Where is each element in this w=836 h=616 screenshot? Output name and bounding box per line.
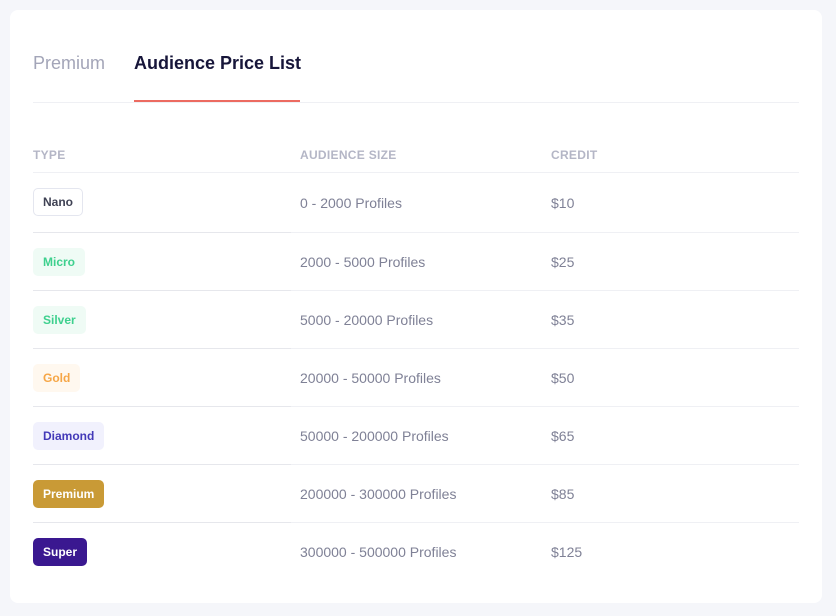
table-row: Nano 0 - 2000 Profiles $10 xyxy=(33,173,799,233)
credit-cell: $25 xyxy=(551,254,575,270)
table-row: Diamond 50000 - 200000 Profiles $65 xyxy=(33,407,799,465)
credit-cell: $50 xyxy=(551,370,575,386)
header-type: TYPE xyxy=(33,148,66,162)
type-badge-nano: Nano xyxy=(33,188,83,216)
type-badge-silver: Silver xyxy=(33,306,86,334)
audience-size-cell: 2000 - 5000 Profiles xyxy=(300,254,426,270)
tab-bar: Premium Audience Price List xyxy=(33,10,799,103)
type-badge-premium: Premium xyxy=(33,480,105,508)
type-column-divider xyxy=(33,232,291,233)
price-list-card: Premium Audience Price List TYPE AUDIENC… xyxy=(10,10,822,603)
table-row: Gold 20000 - 50000 Profiles $50 xyxy=(33,349,799,407)
table-body: Nano 0 - 2000 Profiles $10 Micro 2000 - 5000… xyxy=(33,173,799,581)
type-badge-gold: Gold xyxy=(33,364,81,392)
type-column-divider xyxy=(33,348,291,349)
table-row: Silver 5000 - 20000 Profiles $35 xyxy=(33,291,799,349)
row-divider xyxy=(33,348,799,349)
row-divider xyxy=(33,406,799,407)
type-column-divider xyxy=(33,406,291,407)
audience-size-cell: 300000 - 500000 Profiles xyxy=(300,544,457,560)
table-row: Micro 2000 - 5000 Profiles $25 xyxy=(33,233,799,291)
row-divider xyxy=(33,232,799,233)
credit-cell: $125 xyxy=(551,544,583,560)
row-divider xyxy=(33,464,799,465)
type-column-divider xyxy=(33,290,291,291)
table-row: Super 300000 - 500000 Profiles $125 xyxy=(33,523,799,581)
active-tab-indicator xyxy=(134,100,300,102)
type-badge-diamond: Diamond xyxy=(33,422,105,450)
row-divider xyxy=(33,290,799,291)
table-row: Premium 200000 - 300000 Profiles $85 xyxy=(33,465,799,523)
credit-cell: $65 xyxy=(551,428,575,444)
audience-size-cell: 0 - 2000 Profiles xyxy=(300,195,402,211)
credit-cell: $10 xyxy=(551,195,575,211)
audience-size-cell: 20000 - 50000 Profiles xyxy=(300,370,441,386)
row-divider xyxy=(33,522,799,523)
header-audience-size: AUDIENCE SIZE xyxy=(300,148,397,162)
type-badge-super: Super xyxy=(33,538,88,566)
audience-size-cell: 50000 - 200000 Profiles xyxy=(300,428,449,444)
tab-premium[interactable]: Premium xyxy=(33,53,106,73)
header-credit: CREDIT xyxy=(551,148,598,162)
type-badge-micro: Micro xyxy=(33,248,86,276)
tab-audience-price-list[interactable]: Audience Price List xyxy=(134,53,302,73)
credit-cell: $85 xyxy=(551,486,575,502)
audience-size-cell: 200000 - 300000 Profiles xyxy=(300,486,457,502)
price-table: TYPE AUDIENCE SIZE CREDIT Nano 0 - 2000 P… xyxy=(33,103,799,581)
credit-cell: $35 xyxy=(551,312,575,328)
table-header: TYPE AUDIENCE SIZE CREDIT xyxy=(33,103,799,173)
type-column-divider xyxy=(33,464,291,465)
type-column-divider xyxy=(33,522,291,523)
audience-size-cell: 5000 - 20000 Profiles xyxy=(300,312,434,328)
